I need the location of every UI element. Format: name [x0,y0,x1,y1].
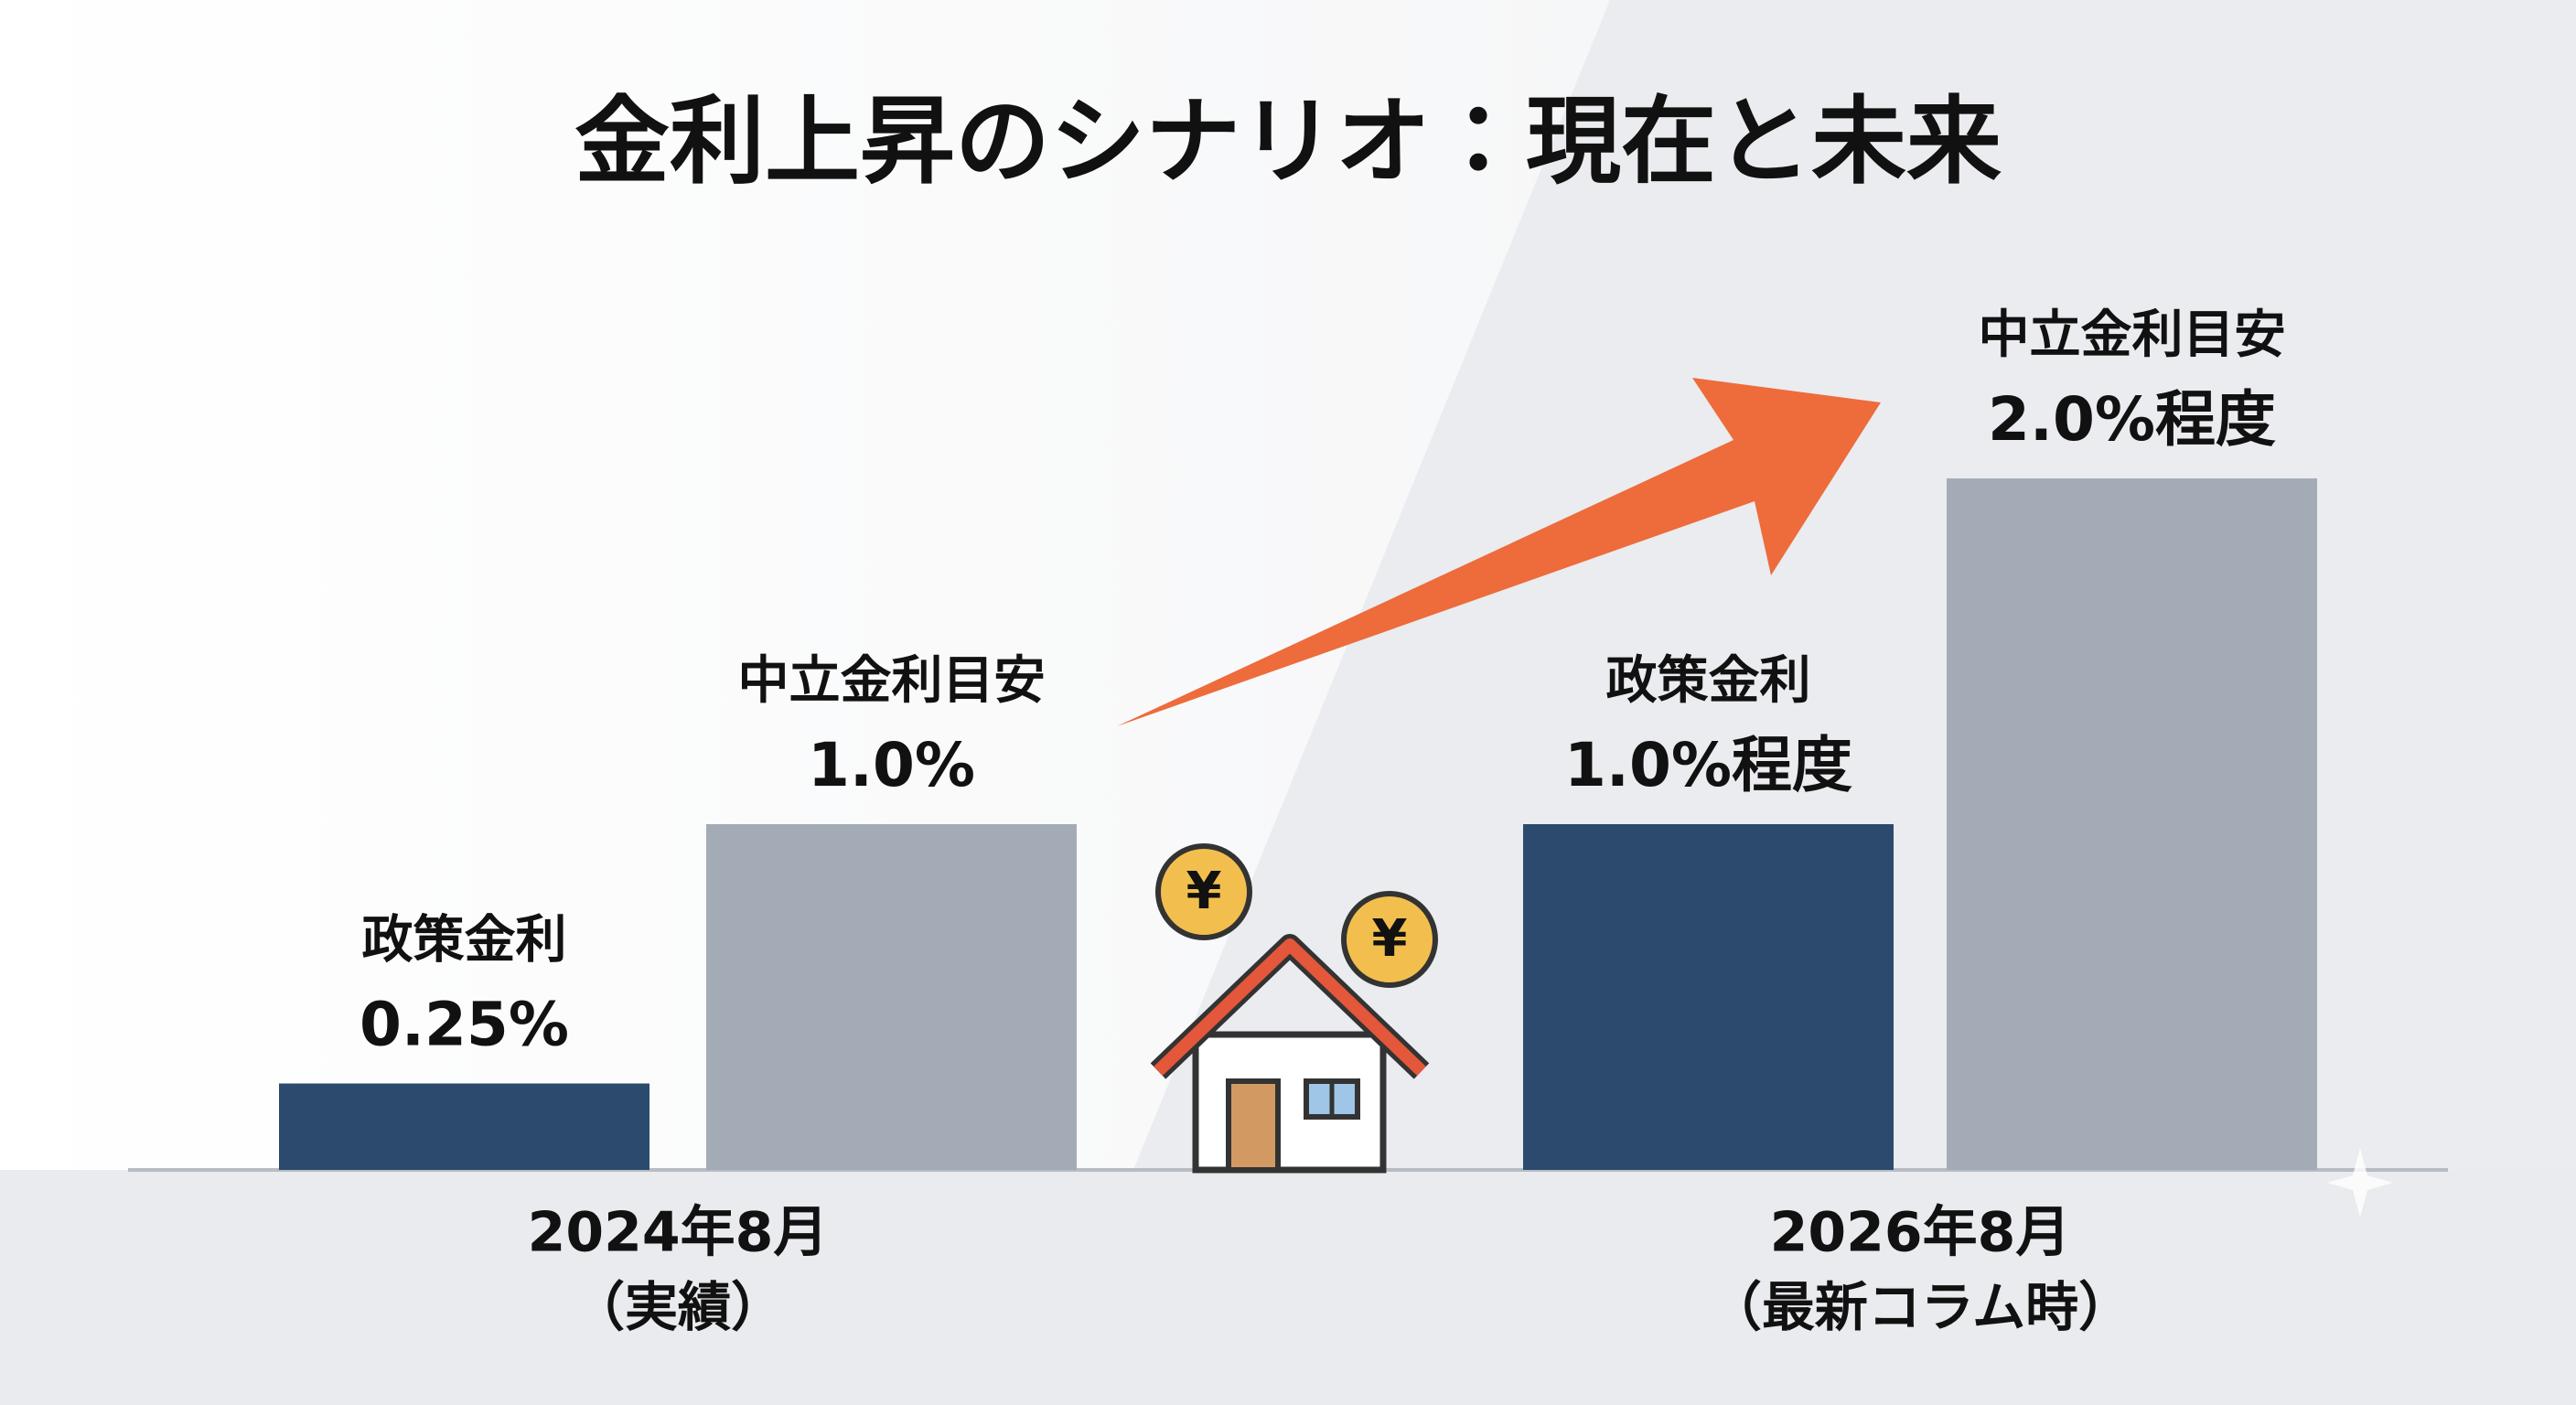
x-tick-label: 2024年8月 [528,1201,829,1265]
x-tick-label: 2026年8月 [1770,1201,2071,1265]
series-label: 政策金利 [362,911,567,971]
trend-arrow [1117,378,1881,726]
house-icon [1150,934,1430,1174]
bar [279,1083,649,1170]
series-label: 中立金利目安 [1979,306,2286,365]
value-label: 1.0% [808,730,975,800]
coin: ¥ [1155,843,1252,940]
coin-symbol: ¥ [1186,862,1222,921]
bar [1947,478,2317,1170]
series-label: 中立金利目安 [738,651,1046,711]
x-tick-note: （実績） [572,1276,784,1338]
coin-symbol: ¥ [1372,909,1408,969]
value-label: 2.0%程度 [1988,384,2276,455]
value-label: 0.25% [360,990,569,1060]
series-label: 政策金利 [1606,651,1811,711]
coin: ¥ [1341,891,1438,988]
bar [706,824,1077,1170]
bar [1523,824,1894,1170]
sparkle [2327,1148,2393,1217]
floor [0,1170,2576,1405]
value-label: 1.0%程度 [1564,730,1852,800]
chart-title: 金利上昇のシナリオ：現在と未来 [574,85,2002,197]
x-tick-note: （最新コラム時） [1709,1276,2131,1338]
